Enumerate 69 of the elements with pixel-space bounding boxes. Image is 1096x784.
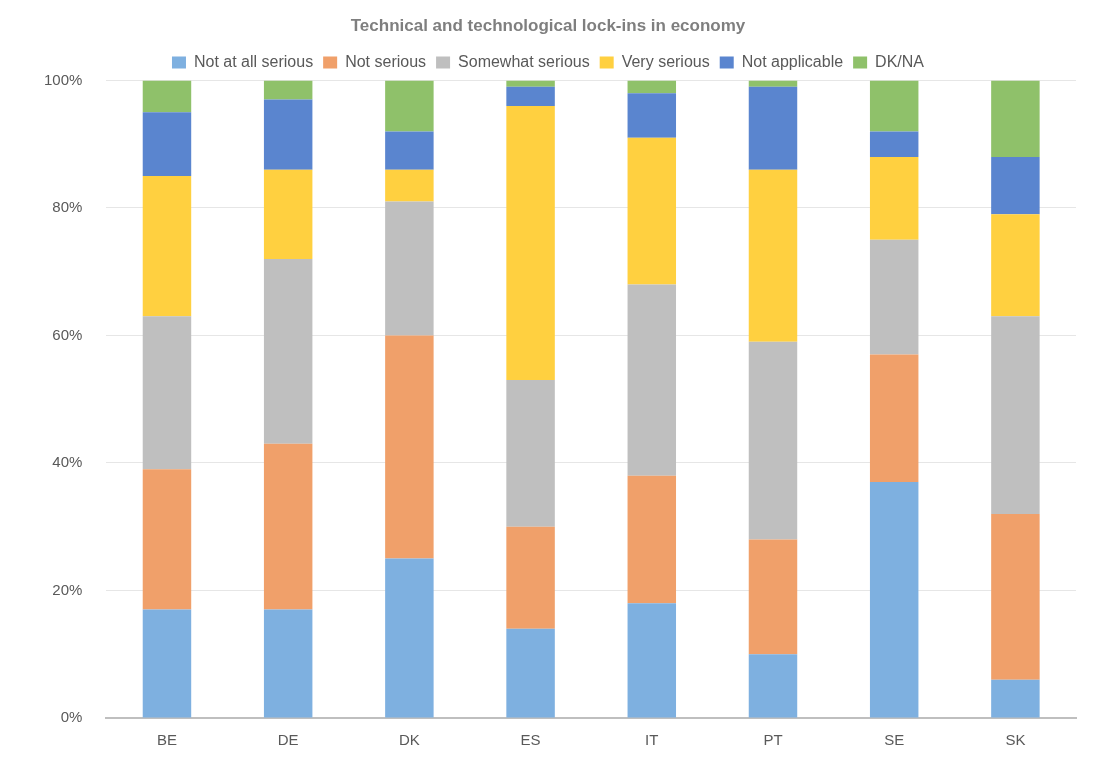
bar [627, 603, 677, 718]
bar [991, 214, 1040, 317]
bar [869, 80, 919, 132]
y-tick-label: 60% [52, 325, 83, 343]
bar [263, 169, 313, 259]
bar [748, 539, 798, 655]
bar [627, 137, 677, 285]
chart-title: Technical and technological lock-ins in economy [350, 15, 746, 35]
bar [869, 239, 919, 355]
bar [869, 482, 919, 718]
bar [142, 469, 192, 610]
bar [627, 284, 677, 476]
bar [627, 93, 677, 138]
bar [748, 80, 798, 87]
legend-label: Not at all serious [193, 52, 314, 70]
y-tick-label: 20% [52, 580, 83, 598]
bar [385, 335, 434, 559]
bar [142, 316, 192, 470]
bar [263, 258, 313, 444]
bar [385, 80, 434, 132]
legend-label: Not applicable [741, 52, 844, 70]
bar [263, 443, 313, 610]
bar [748, 654, 798, 718]
bar [506, 86, 555, 106]
x-tick-label: DK [398, 731, 420, 749]
y-tick-label: 40% [52, 453, 83, 471]
bar [627, 80, 677, 94]
bar [869, 131, 919, 157]
bar [385, 558, 434, 718]
y-tick-label: 100% [43, 70, 83, 88]
bar [263, 80, 313, 100]
y-tick-label: 80% [52, 198, 83, 216]
bar [385, 169, 434, 202]
bar [506, 80, 555, 87]
y-tick-label: 0% [60, 708, 83, 726]
x-tick-label: BE [156, 731, 177, 749]
legend-label: Not serious [345, 52, 427, 70]
bar [748, 86, 798, 170]
x-tick-label: ES [520, 731, 541, 749]
bar [869, 156, 919, 240]
bar [263, 609, 313, 718]
bar [385, 131, 434, 170]
bar [385, 201, 434, 336]
bar [748, 341, 798, 540]
bar [627, 475, 677, 604]
x-tick-label: SK [1005, 731, 1026, 749]
bar [748, 169, 798, 342]
bar [142, 609, 192, 718]
bar [991, 513, 1040, 680]
bar [142, 176, 192, 317]
bar [991, 679, 1040, 718]
bar [263, 99, 313, 170]
x-tick-label: IT [645, 731, 659, 749]
bar [506, 526, 555, 629]
x-tick-label: PT [763, 731, 783, 749]
bar [506, 380, 555, 527]
bar [506, 105, 555, 381]
legend-label: DK/NA [875, 52, 925, 70]
bar [869, 354, 919, 483]
legend-label: Very serious [621, 52, 710, 70]
legend-label: Somewhat serious [458, 52, 590, 70]
bar [991, 156, 1040, 215]
bar [991, 80, 1040, 157]
bar [142, 80, 192, 113]
x-tick-label: SE [884, 731, 905, 749]
x-tick-label: DE [277, 731, 299, 749]
bar [506, 628, 555, 718]
bar [991, 316, 1040, 514]
bar [142, 112, 192, 177]
